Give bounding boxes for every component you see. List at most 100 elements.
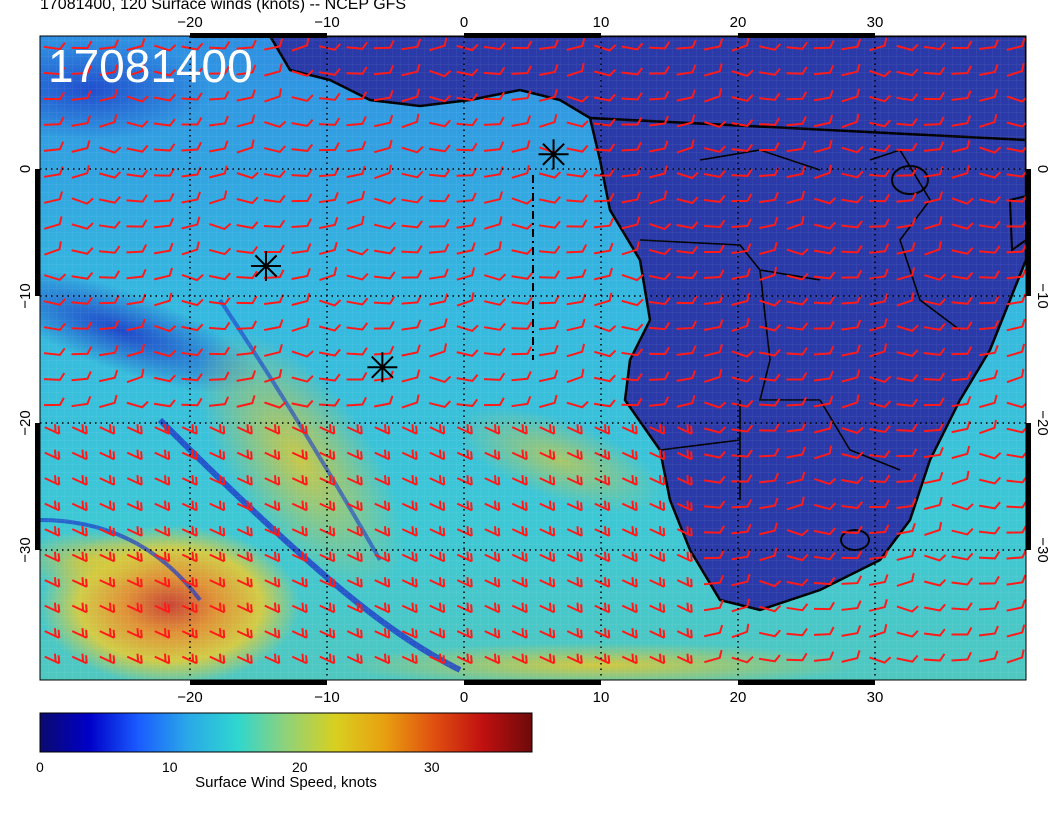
wind-barb-icon: [868, 549, 889, 560]
wind-barb-icon: [841, 575, 863, 585]
wind-barb-icon: [181, 42, 204, 51]
wind-barb-icon: [44, 653, 61, 665]
wind-barb-icon: [428, 243, 450, 254]
wind-barb-icon: [483, 397, 505, 407]
wind-barb-icon: [703, 574, 725, 586]
wind-barb-icon: [786, 215, 805, 231]
wind-barb-icon: [649, 628, 666, 639]
wind-barb-icon: [813, 345, 835, 356]
wind-barb-icon: [923, 471, 944, 485]
wind-barb-icon: [759, 241, 778, 256]
wind-barb-icon: [813, 64, 835, 76]
wind-barb-icon: [374, 139, 393, 154]
wind-barb-icon: [236, 653, 253, 665]
wind-barb-icon: [979, 114, 998, 128]
wind-barb-icon: [511, 296, 533, 305]
wind-barb-icon: [318, 216, 339, 230]
wind-barb-icon: [291, 94, 314, 102]
wind-barb-icon: [923, 166, 944, 178]
wind-barb-icon: [704, 120, 727, 129]
wind-barb-icon: [484, 602, 501, 614]
wind-barb-icon: [428, 144, 451, 153]
wind-barb-icon: [676, 39, 697, 50]
wind-barb-icon: [676, 370, 697, 382]
colorbar: [39, 712, 533, 753]
wind-barb-icon: [979, 146, 1002, 154]
wind-barb-icon: [814, 477, 837, 486]
wind-barb-icon: [676, 653, 693, 665]
wind-barb-icon: [813, 601, 835, 611]
wind-barb-icon: [621, 449, 638, 461]
wind-barb-icon: [869, 318, 888, 332]
wind-barb-icon: [484, 551, 501, 563]
wind-barb-icon: [731, 449, 753, 458]
wind-barb-icon: [759, 324, 782, 332]
wind-barb-icon: [868, 243, 890, 254]
wind-barb-icon: [44, 216, 63, 230]
wind-barb-icon: [731, 292, 751, 306]
wind-barb-icon: [236, 551, 253, 563]
wind-barb-icon: [401, 394, 420, 409]
wind-barb-icon: [511, 577, 528, 588]
wind-barb-icon: [71, 247, 94, 255]
wind-barb-icon: [43, 42, 66, 51]
wind-barb-icon: [318, 117, 341, 126]
wind-barb-icon: [209, 222, 232, 231]
wind-barb-icon: [43, 141, 65, 152]
wind-barb-icon: [539, 449, 556, 461]
wind-barb-icon: [401, 170, 424, 179]
wind-barb-icon: [429, 602, 446, 614]
wind-barb-icon: [676, 64, 697, 76]
wind-barb-icon: [43, 397, 65, 407]
wind-barb-icon: [676, 500, 693, 512]
wind-barb-icon: [758, 472, 780, 484]
wind-barb-icon: [291, 317, 310, 332]
wind-barb-icon: [539, 114, 558, 128]
wind-barb-icon: [594, 526, 611, 537]
wind-barb-icon: [923, 66, 946, 76]
wind-barb-icon: [813, 576, 836, 586]
wind-barb-icon: [71, 115, 92, 127]
wind-barb-icon: [896, 605, 919, 613]
wind-barb-icon: [538, 195, 561, 204]
wind-barb-icon: [99, 500, 116, 512]
wind-barb-icon: [71, 551, 88, 563]
wind-barb-icon: [401, 88, 420, 103]
wind-barb-icon: [456, 449, 473, 461]
wind-barb-icon: [621, 241, 640, 256]
wind-barb-icon: [71, 602, 88, 614]
wind-barb-icon: [676, 246, 699, 255]
wind-barb-icon: [649, 222, 672, 231]
wind-barb-icon: [346, 500, 363, 512]
wind-barb-icon: [703, 38, 724, 51]
wind-barb-icon: [786, 165, 806, 179]
wind-barb-icon: [484, 475, 501, 486]
wind-barb-icon: [703, 550, 725, 560]
wind-barb-icon: [841, 451, 864, 460]
wind-barb-icon: [346, 190, 366, 205]
wind-barb-icon: [456, 242, 476, 255]
wind-barb-icon: [401, 63, 421, 77]
wind-barb-icon: [566, 95, 589, 103]
wind-barb-icon: [484, 653, 501, 665]
wind-barb-icon: [428, 268, 449, 280]
wind-barb-icon: [951, 296, 973, 305]
wind-barb-icon: [731, 399, 754, 408]
wind-barb-icon: [896, 167, 918, 177]
wind-barb-icon: [593, 242, 614, 255]
wind-barb-icon: [429, 577, 446, 588]
wind-barb-icon: [456, 217, 477, 229]
wind-barb-icon: [456, 142, 478, 152]
wind-barb-icon: [154, 628, 171, 639]
wind-barb-icon: [429, 628, 446, 639]
wind-barb-icon: [539, 475, 556, 486]
wind-barb-icon: [649, 500, 666, 512]
wind-barb-icon: [621, 348, 644, 357]
wind-barb-icon: [896, 498, 917, 510]
wind-barb-icon: [813, 320, 835, 330]
wind-barb-icon: [483, 116, 505, 126]
wind-barb-icon: [346, 41, 368, 50]
wind-barb-icon: [374, 551, 391, 563]
wind-barb-icon: [429, 37, 448, 52]
wind-barb-icon: [1006, 318, 1026, 332]
